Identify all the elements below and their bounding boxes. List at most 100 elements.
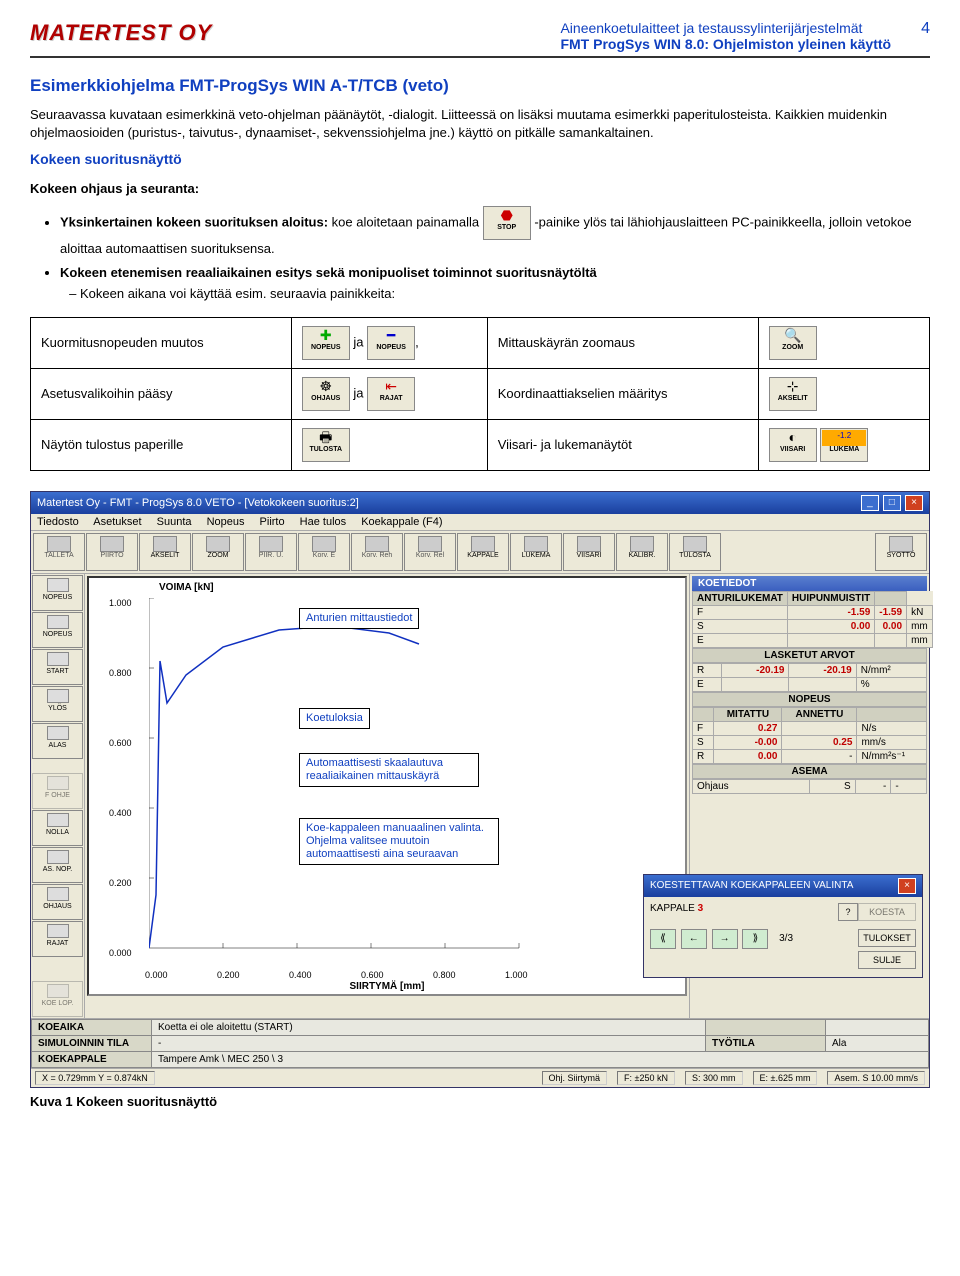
lt-nopeus-minus[interactable]: NOPEUS	[32, 612, 83, 648]
toolbar-lukema[interactable]: LUKEMA	[510, 533, 562, 571]
toolbar-zoom[interactable]: ZOOM	[192, 533, 244, 571]
next-button[interactable]: →	[712, 929, 738, 949]
k: S	[693, 735, 714, 749]
popup-counter: 3/3	[779, 933, 793, 944]
toolbar-talleta[interactable]: TALLETA	[33, 533, 85, 571]
row1-btn2: 🔍ZOOM	[758, 317, 929, 368]
viisari-button[interactable]: ◐VIISARI	[769, 428, 817, 462]
close-button[interactable]: ×	[905, 495, 923, 511]
toolbar-viisari[interactable]: VIISARI	[563, 533, 615, 571]
menu-item[interactable]: Nopeus	[207, 516, 245, 528]
row3-label: Näytön tulostus paperille	[31, 419, 292, 470]
col2: HUIPUNMUISTIT	[787, 591, 874, 605]
lt-koelop[interactable]: KOE LOP.	[32, 981, 83, 1017]
rajat-button[interactable]: ⇤RAJAT	[367, 377, 415, 411]
asema-head: ASEMA	[692, 764, 927, 779]
toolbar-syotto[interactable]: SYÖTTÖ	[875, 533, 927, 571]
u: mm/s	[857, 735, 927, 749]
stop-icon: ⬣	[485, 208, 529, 224]
toolbar-korve[interactable]: Korv. E	[298, 533, 350, 571]
v	[722, 677, 789, 691]
menu-item[interactable]: Tiedosto	[37, 516, 79, 528]
toolbar-piiru[interactable]: PIIR. U.	[245, 533, 297, 571]
info-label: KOEKAPPALE	[32, 1051, 152, 1067]
xtick: 0.800	[433, 970, 456, 980]
u: mm	[907, 633, 933, 647]
v: -0.00	[714, 735, 782, 749]
menu-item[interactable]: Koekappale (F4)	[361, 516, 442, 528]
nopeus-plus-button[interactable]: ✚NOPEUS	[302, 326, 350, 360]
koesta-button[interactable]: KOESTA	[858, 903, 916, 921]
prev-button[interactable]: ←	[681, 929, 707, 949]
toolbar-kappale[interactable]: KAPPALE	[457, 533, 509, 571]
u: kN	[907, 605, 933, 619]
v: -20.19	[722, 663, 789, 677]
toolbar-korvrel[interactable]: Korv. Rel	[404, 533, 456, 571]
v: 0.00	[714, 749, 782, 763]
lt-rajat[interactable]: RAJAT	[32, 921, 83, 957]
row2-btn2: ⊹AKSELIT	[758, 368, 929, 419]
info-val: Tampere Amk \ MEC 250 \ 3	[152, 1051, 929, 1067]
v	[875, 633, 907, 647]
k: Ohjaus	[693, 779, 810, 793]
toolbar-tulosta[interactable]: TULOSTA	[669, 533, 721, 571]
info-label	[706, 1019, 826, 1035]
k: S	[693, 619, 788, 633]
nopeus-minus-button[interactable]: ━NOPEUS	[367, 326, 415, 360]
xtick: 0.200	[217, 970, 240, 980]
lt-ylos[interactable]: YLÖS	[32, 686, 83, 722]
lt-nolla[interactable]: NOLLA	[32, 810, 83, 846]
stop-button[interactable]: ⬣STOP	[483, 206, 531, 240]
menu-item[interactable]: Suunta	[157, 516, 192, 528]
logo: MATERTEST OY	[30, 20, 212, 46]
lukema-button[interactable]: -1.2LUKEMA	[820, 428, 868, 462]
bullet-2: Kokeen etenemisen reaaliaikainen esitys …	[60, 264, 930, 303]
left-toolbar: NOPEUS NOPEUS START YLÖS ALAS F OHJE NOL…	[31, 574, 85, 1018]
menu-item[interactable]: Piirto	[260, 516, 285, 528]
wheel-icon: ☸	[304, 379, 348, 395]
lasketut-head: LASKETUT ARVOT	[692, 648, 927, 663]
info-table: KOEAIKAKoetta ei ole aloitettu (START) S…	[31, 1019, 929, 1068]
menu-item[interactable]: Hae tulos	[300, 516, 346, 528]
toolbar-akselit[interactable]: AKSELIT	[139, 533, 191, 571]
ohjaus-label: OHJAUS	[304, 395, 348, 403]
akselit-button[interactable]: ⊹AKSELIT	[769, 377, 817, 411]
popup-close[interactable]: ×	[898, 878, 916, 894]
ohjaus-button[interactable]: ☸OHJAUS	[302, 377, 350, 411]
tulokset-button[interactable]: TULOKSET	[858, 929, 916, 947]
rajat-icon: ⇤	[369, 379, 413, 395]
zoom-button[interactable]: 🔍ZOOM	[769, 326, 817, 360]
row2-label2: Koordinaattiakselien määritys	[487, 368, 758, 419]
menu-item[interactable]: Asetukset	[93, 516, 141, 528]
lt-start[interactable]: START	[32, 649, 83, 685]
axes-icon: ⊹	[771, 379, 815, 395]
maximize-button[interactable]: □	[883, 495, 901, 511]
v: -	[855, 779, 891, 793]
last-button[interactable]: ⟫	[742, 929, 768, 949]
lt-nopeus-plus[interactable]: NOPEUS	[32, 575, 83, 611]
bullet2-bold: Kokeen etenemisen reaaliaikainen esitys …	[60, 265, 597, 280]
u: N/s	[857, 721, 927, 735]
lt-fohje[interactable]: F OHJE	[32, 773, 83, 809]
toolbar-kalibr[interactable]: KALIBR.	[616, 533, 668, 571]
lt-alas[interactable]: ALAS	[32, 723, 83, 759]
tulosta-button[interactable]: 🖶TULOSTA	[302, 428, 350, 462]
viisari-label: VIISARI	[771, 446, 815, 454]
header-line1: Aineenkoetulaitteet ja testaussylinterij…	[560, 20, 891, 36]
first-button[interactable]: ⟪	[650, 929, 676, 949]
xtick: 0.000	[145, 970, 168, 980]
toolbar-piirto[interactable]: PIIRTO	[86, 533, 138, 571]
toolbar-korvreh[interactable]: Korv. Reh	[351, 533, 403, 571]
lt-asnop[interactable]: AS. NOP.	[32, 847, 83, 883]
xtick: 0.400	[289, 970, 312, 980]
help-button[interactable]: ?	[838, 903, 858, 921]
row1-btns: ✚NOPEUS ja ━NOPEUS,	[291, 317, 487, 368]
lt-ohjaus[interactable]: OHJAUS	[32, 884, 83, 920]
v	[782, 721, 857, 735]
row1-label2: Mittauskäyrän zoomaus	[487, 317, 758, 368]
figure-caption: Kuva 1 Kokeen suoritusnäyttö	[30, 1094, 930, 1109]
sulje-button[interactable]: SULJE	[858, 951, 916, 969]
u: %	[856, 677, 926, 691]
header-subtitle: Aineenkoetulaitteet ja testaussylinterij…	[560, 20, 891, 52]
minimize-button[interactable]: _	[861, 495, 879, 511]
